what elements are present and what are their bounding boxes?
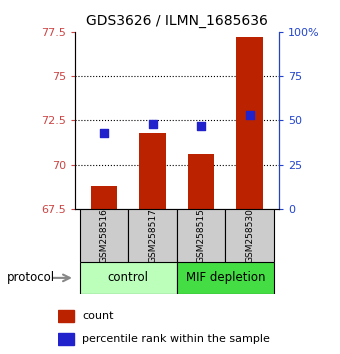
- Bar: [177, 209, 225, 262]
- Point: [150, 121, 155, 127]
- Bar: [188, 154, 215, 209]
- Text: MIF depletion: MIF depletion: [186, 272, 265, 284]
- Title: GDS3626 / ILMN_1685636: GDS3626 / ILMN_1685636: [86, 14, 268, 28]
- Text: GSM258530: GSM258530: [245, 208, 254, 263]
- Text: GSM258515: GSM258515: [197, 208, 206, 263]
- Point: [198, 123, 204, 129]
- Bar: [80, 262, 177, 294]
- Text: protocol: protocol: [7, 272, 55, 284]
- Text: GSM258517: GSM258517: [148, 208, 157, 263]
- Bar: [128, 209, 177, 262]
- Bar: [236, 37, 263, 209]
- Text: percentile rank within the sample: percentile rank within the sample: [82, 334, 270, 344]
- Text: control: control: [108, 272, 149, 284]
- Text: count: count: [82, 311, 114, 321]
- Bar: [58, 310, 74, 322]
- Point: [247, 112, 252, 118]
- Bar: [225, 209, 274, 262]
- Text: GSM258516: GSM258516: [99, 208, 108, 263]
- Bar: [90, 186, 117, 209]
- Bar: [80, 209, 128, 262]
- Bar: [58, 333, 74, 345]
- Bar: [139, 133, 166, 209]
- Bar: [177, 262, 274, 294]
- Point: [101, 130, 107, 136]
